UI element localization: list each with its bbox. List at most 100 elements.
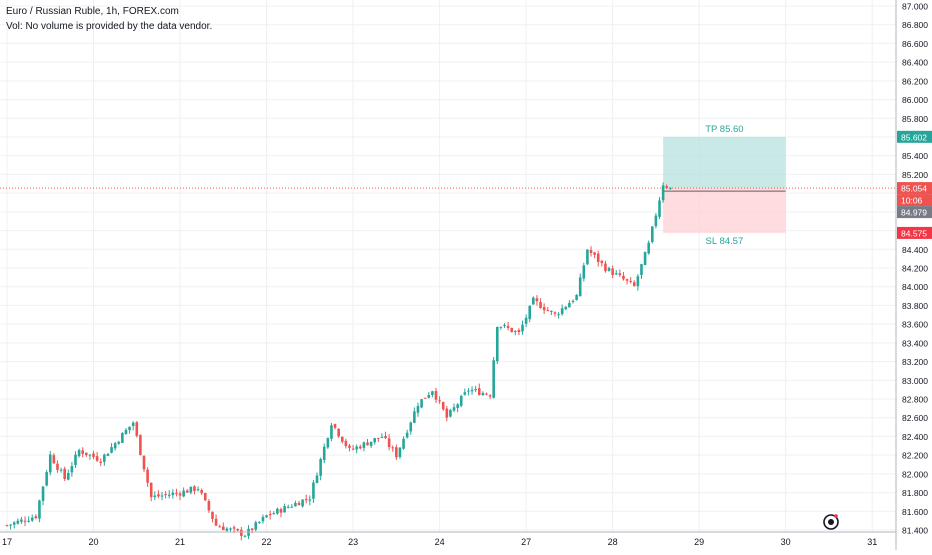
candle-up [312, 479, 315, 503]
candle-body [632, 282, 636, 286]
x-tick-label: 31 [867, 537, 877, 547]
candle-up [106, 453, 110, 457]
candle-up [229, 527, 232, 532]
volume-note: Vol: No volume is provided by the data v… [6, 21, 213, 32]
candle-up [654, 213, 658, 229]
candle-body [427, 394, 431, 398]
last-close-badge: 84.979 [897, 206, 932, 219]
candle-body [34, 516, 38, 519]
y-tick-label: 82.200 [902, 451, 928, 461]
candle-up [45, 469, 48, 487]
candle-down [434, 387, 438, 403]
x-tick-label: 30 [781, 537, 791, 547]
candle-body [661, 185, 665, 201]
candle-body [373, 438, 377, 443]
candle-body [189, 486, 193, 493]
candle-body [149, 482, 153, 498]
candle-body [387, 438, 391, 448]
candle-body [564, 306, 568, 310]
candle-body [377, 437, 380, 439]
candle-body [553, 312, 557, 314]
candle-body [48, 454, 52, 473]
candle-body [593, 252, 596, 255]
candle-up [650, 226, 654, 244]
candle-up [636, 274, 640, 291]
candle-body [171, 492, 175, 496]
candle-up [167, 490, 171, 499]
candle-body [665, 186, 669, 188]
candle-body [315, 475, 319, 484]
candle-body [351, 448, 355, 450]
candle-body [117, 441, 121, 444]
candle-up [319, 457, 322, 481]
candle-body [431, 391, 434, 396]
candle-up [431, 390, 434, 398]
candle-up [362, 441, 366, 452]
candle-down [629, 277, 632, 284]
candle-body [66, 473, 70, 480]
take-profit-zone [663, 136, 786, 189]
candle-body [38, 500, 41, 519]
candle-body [499, 326, 503, 328]
candle-body [81, 450, 85, 454]
candle-body [521, 324, 524, 332]
candle-body [279, 509, 283, 513]
candle-body [200, 490, 203, 494]
candle-down [535, 295, 539, 306]
candle-down [618, 269, 622, 277]
candle-down [611, 265, 614, 279]
candle-up [398, 447, 402, 460]
candle-body [92, 453, 95, 457]
candle-up [9, 524, 12, 530]
candle-body [344, 440, 348, 447]
y-tick-label: 86.000 [902, 95, 928, 105]
last-close-badge-text: 84.979 [901, 208, 927, 218]
candle-body [218, 526, 221, 528]
candle-body [265, 515, 268, 518]
y-tick-label: 83.600 [902, 320, 928, 330]
candle-body [142, 455, 146, 470]
y-tick-label: 81.400 [902, 526, 928, 536]
candle-body [121, 432, 124, 443]
logo-accent [834, 514, 838, 518]
y-tick-label: 85.200 [902, 170, 928, 180]
candle-body [85, 452, 88, 456]
y-tick-label: 86.800 [902, 20, 928, 30]
candle-body [272, 513, 276, 515]
candle-down [214, 514, 218, 527]
candle-up [607, 266, 611, 272]
candle-up [373, 437, 377, 445]
candle-body [449, 409, 452, 417]
candle-down [438, 396, 441, 404]
candle-body [319, 458, 322, 476]
candle-down [139, 434, 142, 456]
candle-body [650, 226, 654, 242]
y-tick-label: 85.400 [902, 151, 928, 161]
chart-legend: Euro / Russian Ruble, 1h, FOREX.com Vol:… [6, 4, 212, 34]
logo-ring [823, 514, 839, 530]
candle-up [113, 441, 117, 451]
candle-up [499, 326, 503, 330]
candle-body [232, 527, 236, 529]
candle-down [142, 455, 146, 473]
candle-body [254, 522, 258, 530]
candle-body [596, 253, 600, 262]
candle-body [276, 508, 279, 514]
candle-body [503, 325, 506, 327]
candle-body [16, 520, 20, 524]
candle-body [258, 521, 261, 523]
candle-body [510, 328, 513, 333]
candle-down [625, 278, 629, 285]
candle-body [203, 493, 207, 501]
y-tick-label: 87.000 [902, 2, 928, 12]
candle-up [568, 300, 571, 308]
candle-up [452, 403, 456, 413]
candle-up [459, 394, 463, 408]
candle-body [528, 305, 532, 320]
candle-down [539, 298, 542, 309]
candle-body [658, 200, 661, 217]
candle-down [441, 401, 445, 411]
candle-down [488, 394, 492, 399]
